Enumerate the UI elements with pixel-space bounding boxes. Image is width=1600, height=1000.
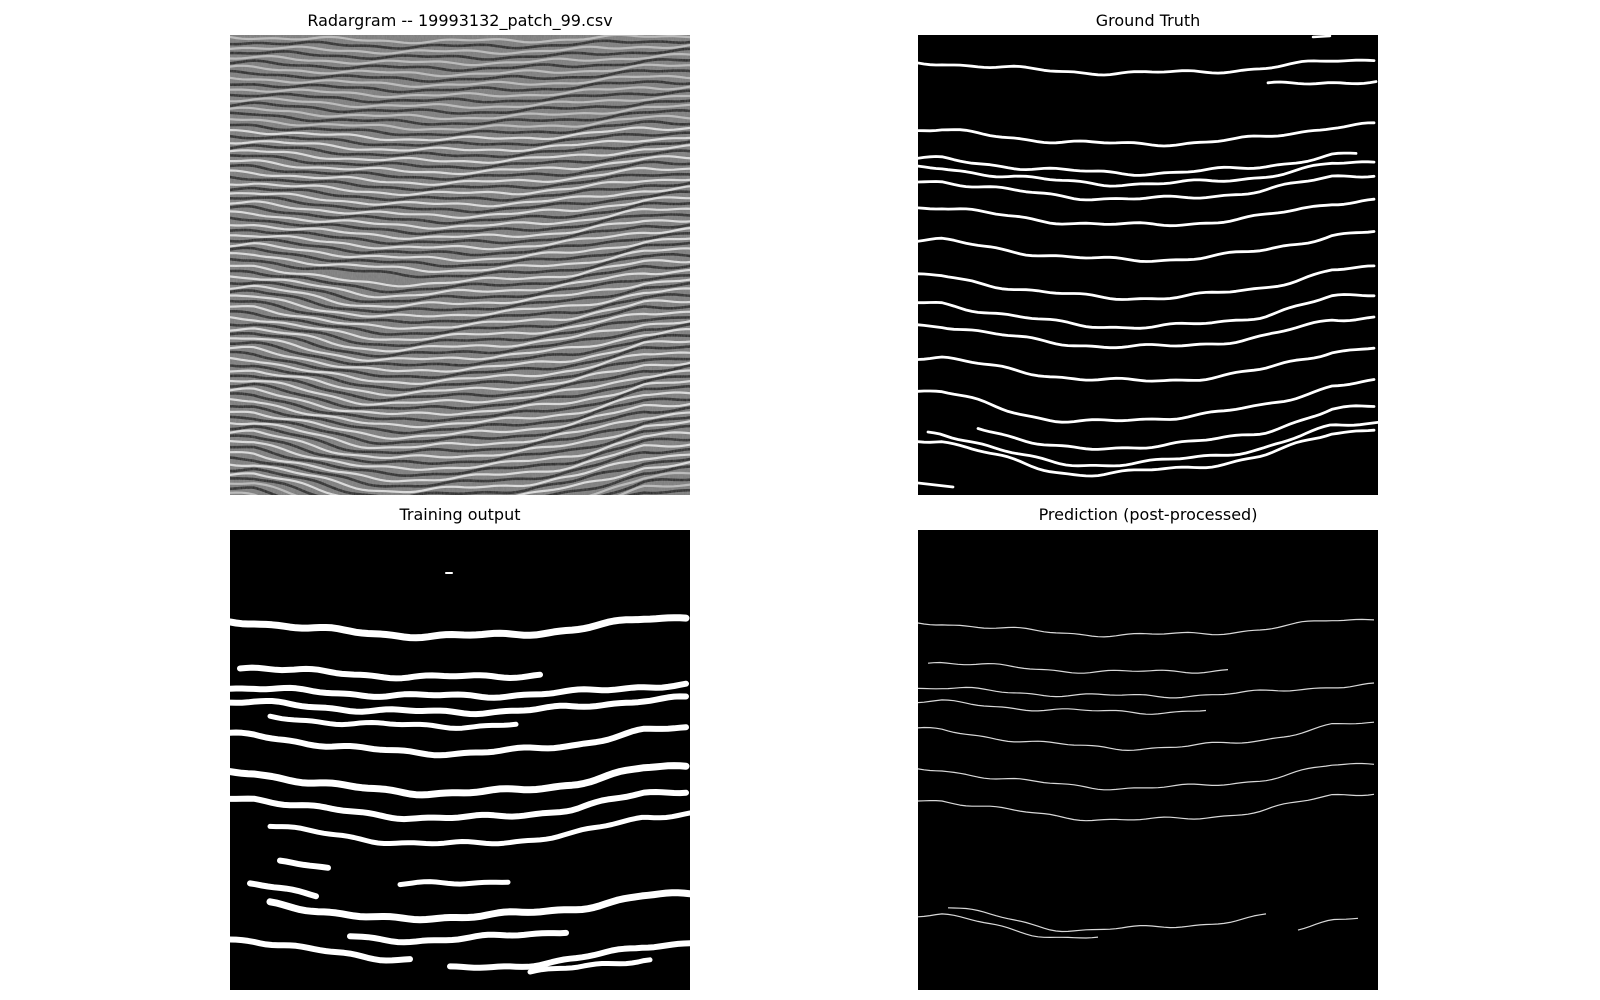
radargram-title: Radargram -- 19993132_patch_99.csv bbox=[307, 11, 613, 30]
ground-truth-title: Ground Truth bbox=[1095, 11, 1201, 30]
prediction-image bbox=[918, 530, 1378, 990]
ground-truth-image bbox=[918, 35, 1378, 495]
training-output-image bbox=[230, 530, 690, 990]
training-output-title: Training output bbox=[399, 505, 521, 524]
prediction-title: Prediction (post-processed) bbox=[1038, 505, 1258, 524]
radargram-image bbox=[230, 35, 690, 495]
